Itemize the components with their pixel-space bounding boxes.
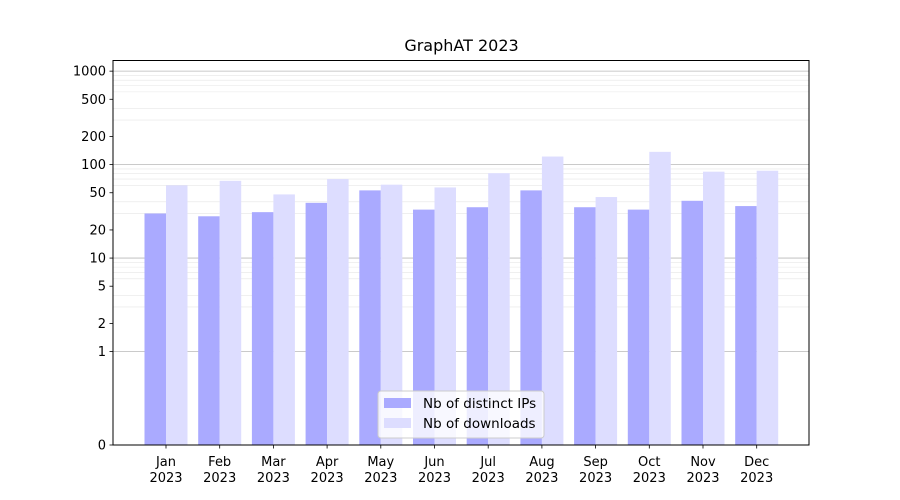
x-tick-label-year: 2023	[311, 471, 344, 486]
x-tick-label-month: Apr	[316, 455, 339, 470]
legend-swatch	[384, 398, 411, 408]
y-tick-label: 1	[98, 345, 106, 360]
bar-downloads	[541, 156, 564, 446]
y-tick-label: 200	[81, 130, 106, 145]
y-tick-label: 1000	[73, 65, 106, 80]
x-tick-label-year: 2023	[525, 471, 558, 486]
y-tick-label: 0	[98, 439, 106, 454]
y-tick-label: 2	[98, 317, 106, 332]
bar-distinct-ips	[735, 206, 757, 445]
bar-distinct-ips	[359, 190, 381, 445]
x-tick-label-year: 2023	[472, 471, 505, 486]
x-tick-label-month: Feb	[208, 455, 231, 470]
x-tick-label-month: Dec	[744, 455, 769, 470]
y-tick-label: 50	[89, 186, 106, 201]
bar-distinct-ips	[305, 202, 328, 445]
x-tick-label-month: Oct	[638, 455, 660, 470]
x-tick-label-year: 2023	[364, 471, 397, 486]
bar-distinct-ips	[627, 209, 650, 445]
x-tick-label-year: 2023	[579, 471, 612, 486]
chart-title: GraphAT 2023	[404, 36, 518, 55]
x-tick-label-month: Jan	[155, 455, 176, 470]
bar-distinct-ips	[251, 212, 274, 445]
y-tick-label: 100	[81, 158, 106, 173]
bar-downloads	[649, 151, 671, 446]
x-tick-label-month: Aug	[529, 455, 554, 470]
legend-swatch	[384, 418, 411, 428]
bar-downloads	[595, 197, 618, 445]
x-axis: Jan2023Feb2023Mar2023Apr2023May2023Jun20…	[149, 445, 773, 486]
bar-distinct-ips	[144, 213, 166, 445]
legend-label: Nb of distinct IPs	[423, 396, 536, 412]
y-tick-label: 500	[81, 93, 106, 108]
x-tick-label-year: 2023	[149, 471, 182, 486]
x-tick-label-month: Jun	[423, 455, 444, 470]
y-tick-label: 10	[89, 252, 106, 267]
y-axis: 0 1 2 5 10 20 50 100 200 500 1000	[73, 65, 113, 454]
legend-box	[377, 390, 545, 439]
bar-downloads	[273, 194, 295, 445]
x-tick-label-month: Sep	[583, 455, 608, 470]
x-tick-label-year: 2023	[740, 471, 773, 486]
legend-label: Nb of downloads	[423, 416, 536, 432]
x-tick-label-month: Jul	[479, 455, 496, 470]
bar-downloads	[219, 180, 242, 445]
x-tick-label-year: 2023	[203, 471, 236, 486]
x-tick-label-month: Nov	[690, 455, 716, 470]
bar-downloads	[327, 179, 349, 445]
x-tick-label-month: May	[367, 455, 394, 470]
bar-distinct-ips	[681, 200, 703, 445]
y-tick-label: 5	[98, 280, 106, 295]
bar-downloads	[434, 187, 456, 446]
x-tick-label-year: 2023	[257, 471, 290, 486]
bar-downloads	[380, 184, 403, 445]
x-tick-label-year: 2023	[686, 471, 719, 486]
x-tick-label-month: Mar	[261, 455, 286, 470]
bar-downloads	[166, 185, 188, 445]
bar-distinct-ips	[466, 207, 489, 445]
bar-downloads	[488, 173, 510, 445]
bar-distinct-ips	[413, 209, 435, 445]
bar-distinct-ips	[574, 207, 596, 445]
plot-area-frame	[112, 60, 810, 446]
x-tick-label-year: 2023	[418, 471, 451, 486]
x-tick-label-year: 2023	[633, 471, 666, 486]
bars	[144, 151, 779, 446]
legend: Nb of distinct IPs Nb of downloads	[377, 390, 545, 439]
bar-downloads	[756, 170, 779, 445]
y-tick-label: 20	[89, 223, 106, 238]
bar-downloads	[703, 171, 725, 445]
bar-distinct-ips	[198, 216, 220, 445]
bar-distinct-ips	[520, 190, 542, 445]
